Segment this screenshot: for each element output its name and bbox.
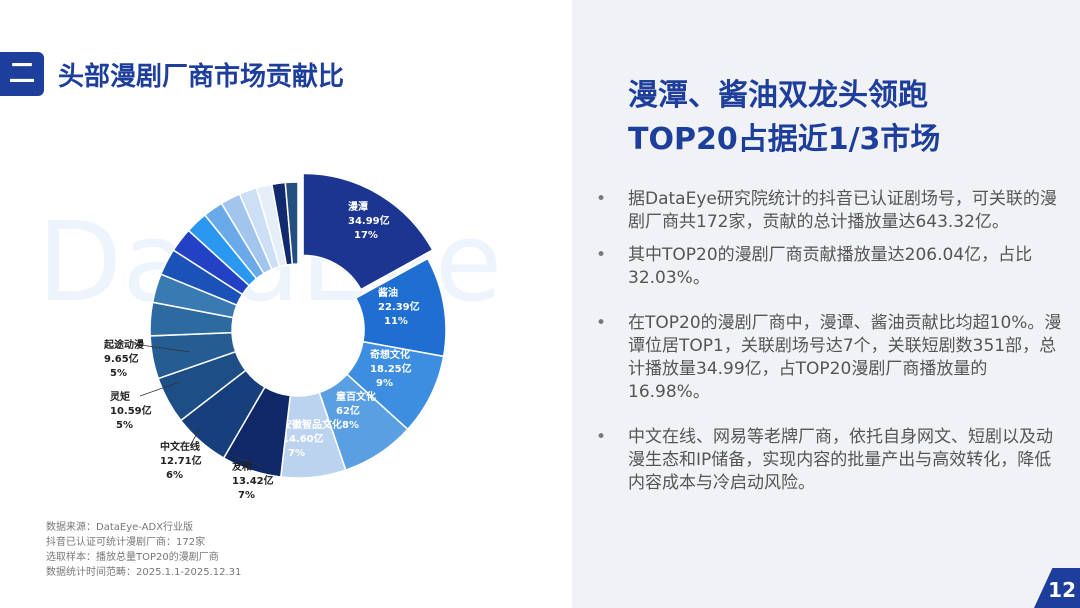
slice-percent: 6%	[166, 470, 183, 481]
slice-percent: 8%	[342, 420, 359, 431]
slice-value: 13.42亿	[232, 474, 274, 487]
leader-line	[189, 427, 201, 447]
bullet: 中文在线、网易等老牌厂商，依托自身网文、短剧以及动漫生态和IP储备，实现内容的批…	[592, 426, 1062, 495]
bullet: 据DataEye研究院统计的抖音已认证剧场号，可关联的漫剧厂商共172家，贡献的…	[592, 188, 1062, 234]
heading-line: 漫潭、酱油双龙头领跑	[628, 78, 928, 113]
slice-value: 9.65亿	[104, 352, 139, 365]
slice-name: 童百文化	[336, 390, 376, 403]
slice-value: 14.60亿	[282, 432, 324, 445]
slice-percent: 5%	[116, 420, 133, 431]
slice-value: 34.99亿	[348, 214, 390, 227]
slice-percent: 17%	[354, 230, 378, 241]
slice-value: 22.39亿	[378, 300, 420, 313]
slice-name: 起途动漫	[103, 338, 145, 351]
slide-title: 头部漫剧厂商市场贡献比	[58, 62, 345, 92]
bullet: 在TOP20的漫剧厂商中，漫谭、酱油贡献比均超10%。漫谭位居TOP1，关联剧场…	[592, 312, 1062, 404]
leader-line	[139, 381, 181, 397]
slice-percent: 7%	[288, 448, 305, 459]
note: 数据统计时间范畴：2025.1.1-2025.12.31	[46, 567, 242, 578]
note: 数据来源：DataEye-ADX行业版	[46, 522, 194, 533]
bullets: 据DataEye研究院统计的抖音已认证剧场号，可关联的漫剧厂商共172家，贡献的…	[592, 188, 1062, 505]
slice-value: 62亿	[336, 404, 360, 417]
slice-value: 12.71亿	[160, 454, 202, 467]
slice-name: 友和	[232, 460, 252, 473]
slice-percent: 11%	[384, 316, 408, 327]
slice-percent: 7%	[238, 490, 255, 501]
donut-slice	[302, 172, 434, 291]
note: 选取样本：播放总量TOP20的漫剧厂商	[46, 552, 219, 563]
slice-name: 灵矩	[110, 390, 130, 403]
leader-line	[133, 343, 191, 353]
chart: DataEye 漫潭34.99亿17%酱油22.39亿11%奇想文化18.25亿…	[38, 172, 502, 501]
slice-percent: 9%	[376, 378, 393, 389]
slice-name: 奇想文化	[370, 348, 410, 361]
heading: 漫潭、酱油双龙头领跑 TOP20占据近1/3市场	[628, 74, 940, 162]
section-number: 二	[0, 52, 44, 96]
slice-value: 18.25亿	[370, 362, 412, 375]
slice-percent: 5%	[110, 368, 127, 379]
note: 抖音已认证可统计漫剧厂商：172家	[46, 537, 206, 548]
slice-name: 漫潭	[348, 200, 368, 213]
slice-name: 中文在线	[160, 440, 200, 453]
donut-slice	[284, 181, 299, 266]
slice-name: 安徽智品文化	[282, 418, 342, 431]
bullet: 其中TOP20的漫剧厂商贡献播放量达206.04亿，占比32.03%。	[592, 244, 1062, 290]
slice-name: 酱油	[378, 286, 398, 299]
heading-line: TOP20占据近1/3市场	[628, 122, 941, 157]
notes: 数据来源：DataEye-ADX行业版 抖音已认证可统计漫剧厂商：172家 选取…	[46, 520, 241, 580]
right-panel	[572, 0, 1080, 608]
slice-value: 10.59亿	[110, 404, 152, 417]
